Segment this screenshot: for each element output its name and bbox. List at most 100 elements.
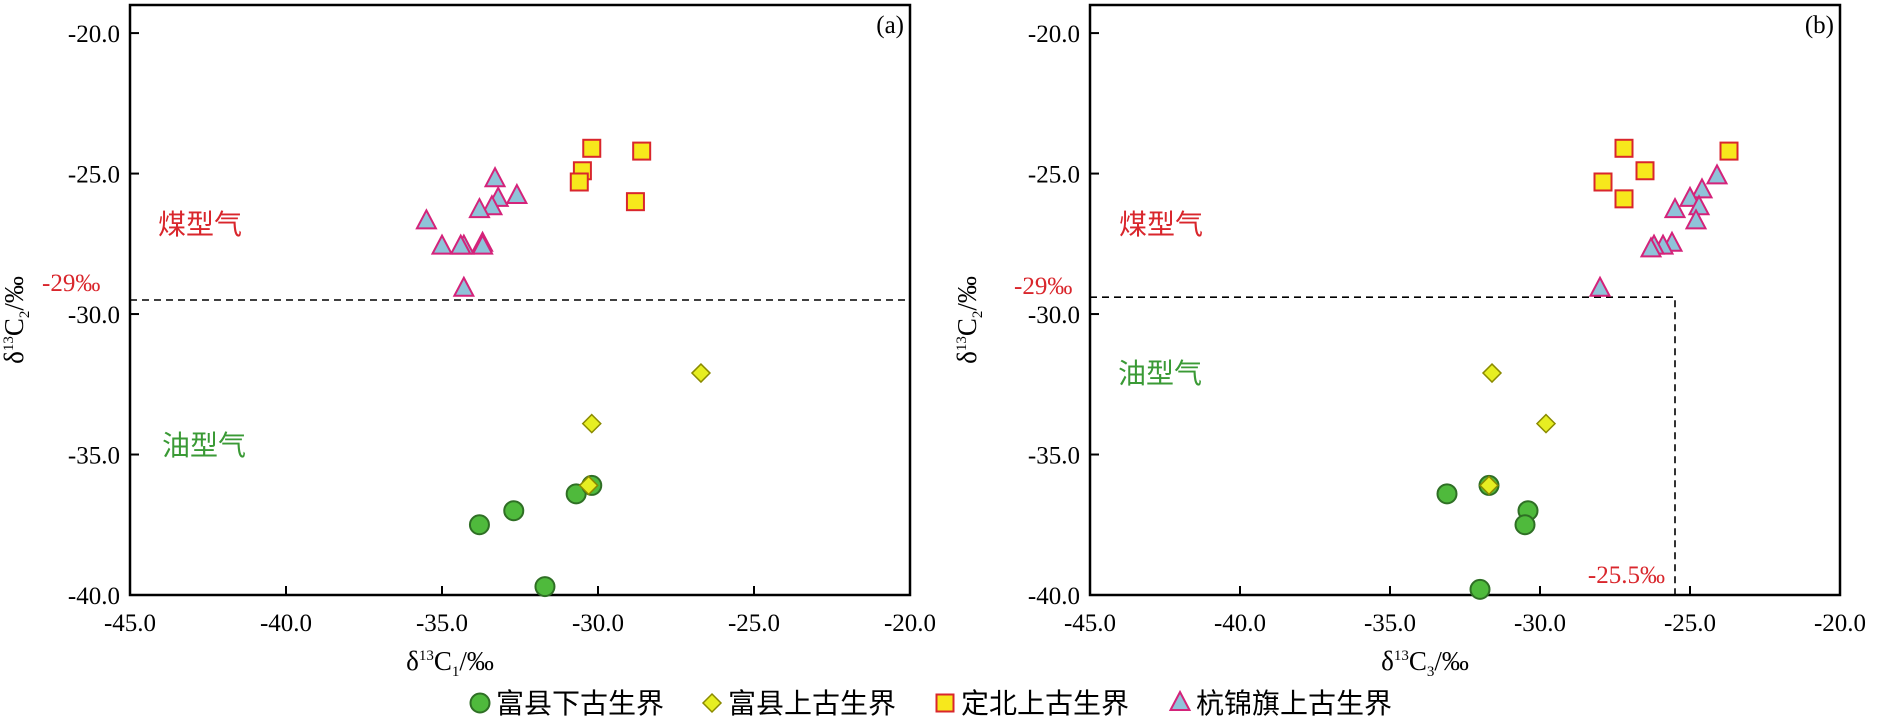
legend-marker-shape — [935, 693, 955, 713]
x-tick-label: -25.0 — [1664, 610, 1716, 637]
data-point-hjq-upper — [1684, 208, 1708, 230]
legend-marker-shape — [469, 692, 491, 714]
x-label-sup-a: 13 — [419, 648, 434, 664]
data-point-fx-upper — [690, 362, 712, 384]
data-point-fx-lower — [1469, 578, 1491, 600]
y-tick-label: -20.0 — [68, 21, 120, 48]
legend-item-hjq-upper: 杭锦旗上古生界 — [1168, 688, 1392, 720]
x-label-unit-a: /‰ — [459, 646, 494, 676]
data-point-hjq-upper — [430, 233, 454, 255]
x-tick-label: -20.0 — [1814, 610, 1866, 637]
coal-gas-label-b: 煤型气 — [1119, 209, 1203, 241]
x-label-sup-b: 13 — [1394, 648, 1409, 664]
legend-triangle-marker — [1168, 689, 1192, 711]
data-point-hjq-upper — [452, 275, 475, 297]
x-tick-label: -30.0 — [1514, 610, 1566, 637]
legend-marker-shape — [1168, 689, 1192, 711]
x-label-unit-b: /‰ — [1434, 646, 1469, 676]
threshold-label-b: -29‰ — [1014, 273, 1072, 300]
legend-diamond-marker — [701, 692, 723, 714]
y-label-sub-a: 2 — [17, 311, 33, 319]
data-point-fx-upper — [1478, 475, 1500, 496]
data-point-fx-upper — [1481, 362, 1503, 384]
data-points-a — [415, 138, 712, 598]
y-label-base-a: C — [0, 318, 29, 336]
y-label-sup-b: 13 — [954, 336, 970, 351]
tick-group-b: -45.0 -40.0 -35.0 -30.0 -25.0 -20.0-20.0-25.0… — [1028, 21, 1866, 637]
data-point-db-upper — [632, 141, 652, 161]
panel-b: -45.0 -40.0 -35.0 -30.0 -25.0 -20.0-20.0-25.0… — [952, 3, 1866, 680]
data-point-hjq-upper — [1705, 163, 1729, 185]
x-label-base-a: C — [434, 646, 452, 676]
x-tick-label: -35.0 — [416, 610, 468, 637]
y-tick-label: -25.0 — [1028, 162, 1080, 189]
y-tick-label: -25.0 — [68, 162, 120, 189]
x-tick-label: -45.0 — [1064, 610, 1116, 637]
x-tick-label: -30.0 — [572, 610, 624, 637]
coal-gas-label-a: 煤型气 — [158, 209, 242, 241]
legend-square-marker — [935, 693, 955, 713]
y-tick-label: -35.0 — [1028, 443, 1080, 470]
x-tick-label: -40.0 — [1214, 610, 1266, 637]
y-label-unit-a: /‰ — [0, 276, 29, 311]
data-point-db-upper — [1614, 189, 1634, 209]
x-tick-label: -35.0 — [1364, 610, 1416, 637]
data-point-hjq-upper — [483, 166, 507, 188]
y-tick-label: -35.0 — [68, 443, 120, 470]
data-point-fx-upper — [1535, 413, 1557, 434]
data-point-db-upper — [625, 192, 645, 212]
data-point-db-upper — [569, 172, 589, 192]
tick-group-a: -45.0 -40.0 -35.0 -30.0 -25.0 -20.0 -20.0 -25.0… — [68, 21, 936, 637]
plot-frame-b — [1088, 3, 1842, 597]
y-label-delta-a: δ — [0, 351, 29, 364]
data-point-db-upper — [1635, 161, 1655, 181]
data-point-hjq-upper — [471, 233, 494, 255]
legend-item-db-upper: 定北上古生界 — [935, 688, 1129, 720]
y-axis-label-b: δ13C2/‰ — [952, 276, 986, 364]
data-point-fx-lower — [503, 500, 525, 522]
x-label-delta-b: δ — [1381, 646, 1394, 676]
y-tick-label: -30.0 — [68, 302, 120, 329]
data-point-db-upper — [582, 138, 602, 158]
data-point-db-upper — [1719, 141, 1739, 161]
x-tick-label: -25.0 — [728, 610, 780, 637]
x-axis-label-b: δ13C3/‰ — [1381, 646, 1469, 680]
y-label-sup-a: 13 — [1, 336, 17, 351]
x-tick-label: -45.0 — [104, 610, 156, 637]
data-point-hjq-upper — [449, 233, 472, 255]
x-tick-label: -20.0 — [884, 610, 936, 637]
data-point-fx-lower — [1514, 514, 1536, 536]
x-label-base-b: C — [1409, 646, 1427, 676]
threshold-line-b — [1090, 296, 1676, 595]
data-point-hjq-upper — [415, 208, 438, 230]
y-label-sub-b: 2 — [970, 311, 986, 319]
y-tick-label: -40.0 — [68, 583, 120, 610]
panel-a: -45.0 -40.0 -35.0 -30.0 -25.0 -20.0 -20.0 -25.0… — [0, 3, 936, 680]
x-label-sub-b: 3 — [1427, 664, 1435, 680]
x-label-sub-a: 1 — [452, 664, 460, 680]
x-label-delta-a: δ — [406, 646, 419, 676]
y-label-unit-b: /‰ — [952, 276, 982, 311]
legend: 富县下古生界 富县上古生界 定北上古生界 杭锦旗上古生界 — [469, 688, 1392, 720]
x-axis-label-a: δ13C1/‰ — [406, 646, 494, 680]
legend-item-fx-lower: 富县下古生界 — [469, 688, 664, 720]
legend-item-fx-upper: 富县上古生界 — [701, 688, 896, 720]
y-tick-label: -40.0 — [1028, 583, 1080, 610]
legend-marker-shape — [701, 692, 723, 714]
y-tick-label: -20.0 — [1028, 21, 1080, 48]
data-point-fx-lower — [468, 514, 490, 536]
threshold-label-a: -29‰ — [42, 270, 100, 297]
data-point-hjq-upper — [1663, 196, 1687, 219]
panel-label-b: (b) — [1805, 12, 1834, 39]
y-tick-label: -30.0 — [1028, 302, 1080, 329]
legend-circle-marker — [469, 692, 491, 714]
data-point-db-upper — [1593, 172, 1613, 192]
y-axis-label-a: δ13C2/‰ — [0, 276, 33, 364]
data-point-hjq-upper — [480, 194, 504, 216]
legend-label-fx-upper: 富县上古生界 — [728, 688, 896, 720]
data-point-fx-lower — [534, 576, 556, 598]
oil-gas-label-a: 油型气 — [162, 430, 246, 462]
legend-label-db-upper: 定北上古生界 — [961, 688, 1129, 720]
legend-label-fx-lower: 富县下古生界 — [496, 688, 664, 720]
